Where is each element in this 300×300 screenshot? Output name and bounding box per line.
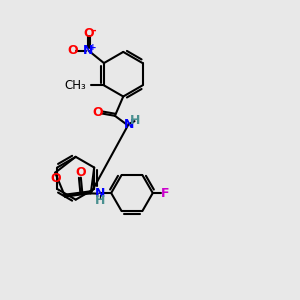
Text: N: N (123, 118, 134, 130)
Text: -: - (92, 26, 96, 36)
Text: O: O (76, 166, 86, 179)
Text: H: H (95, 194, 105, 207)
Text: N: N (83, 44, 94, 57)
Text: N: N (95, 187, 105, 200)
Text: O: O (92, 106, 103, 119)
Text: +: + (88, 43, 96, 52)
Text: CH₃: CH₃ (64, 79, 86, 92)
Text: O: O (68, 44, 78, 57)
Text: H: H (130, 114, 140, 127)
Text: O: O (51, 172, 62, 184)
Text: O: O (83, 26, 94, 40)
Text: F: F (161, 187, 170, 200)
